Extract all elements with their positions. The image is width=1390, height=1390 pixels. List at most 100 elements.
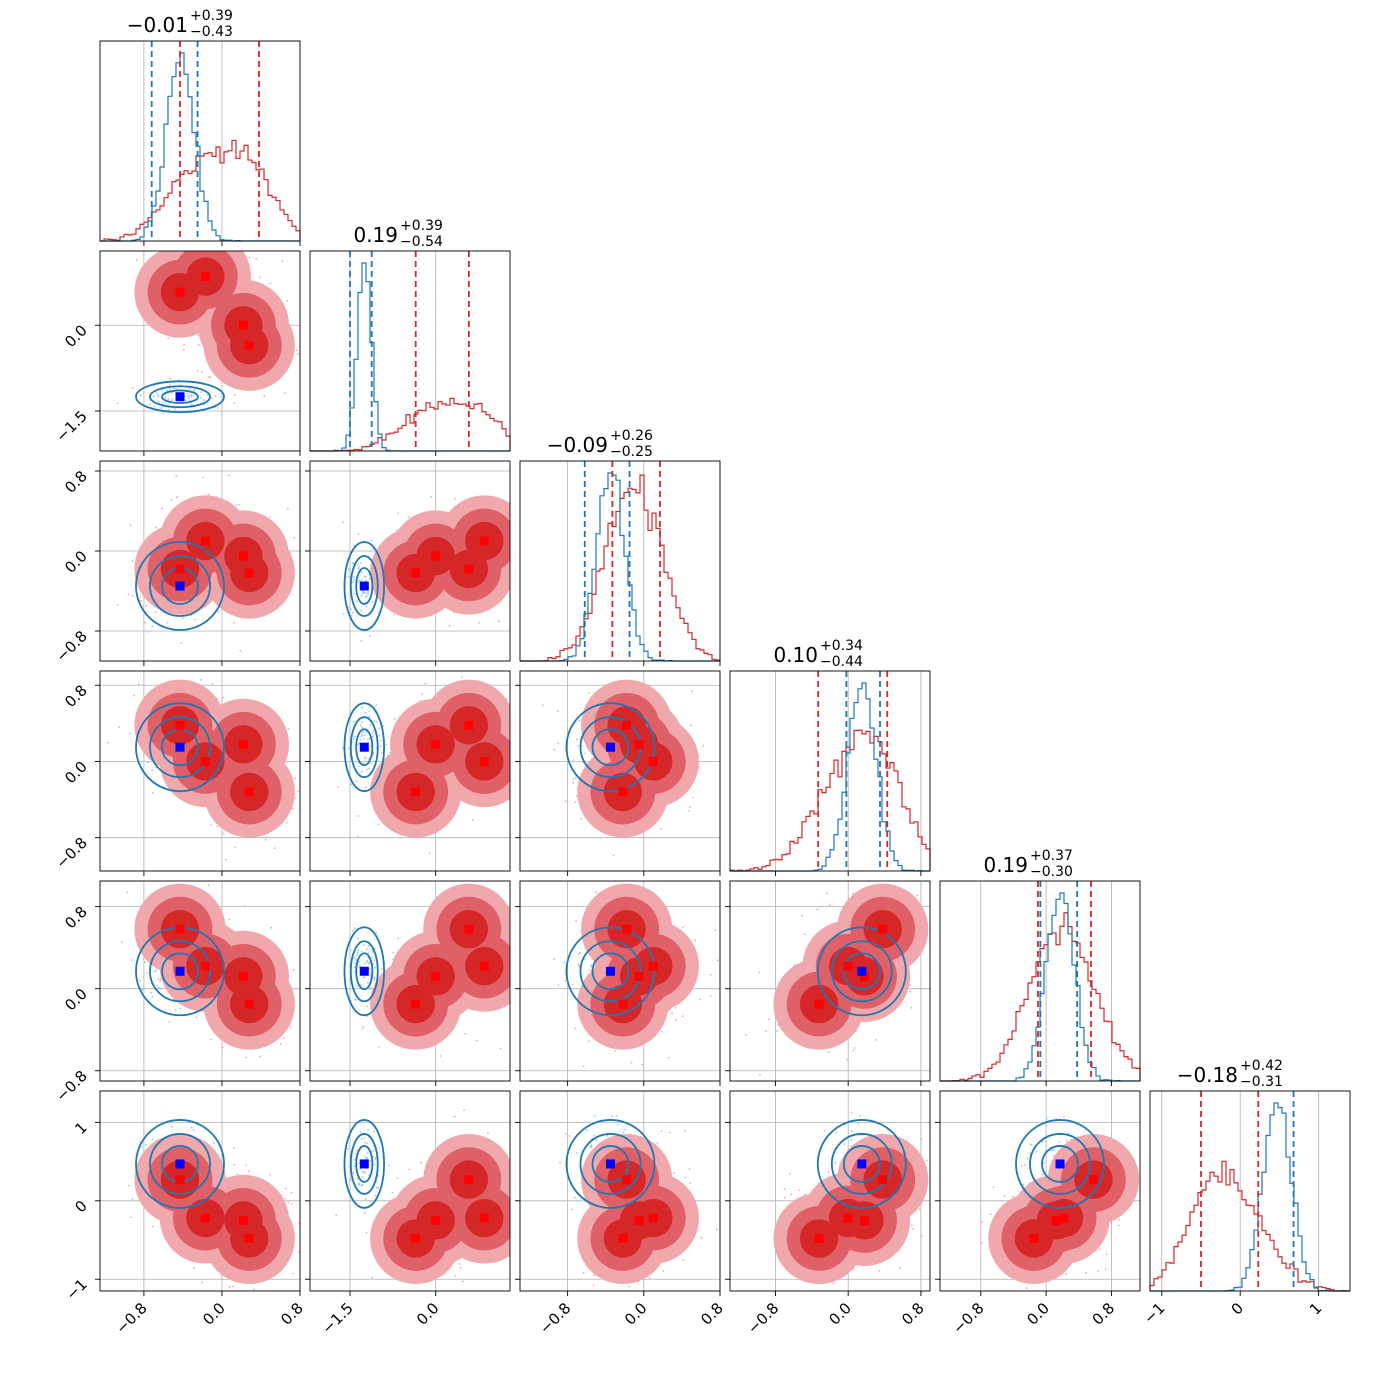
contour-panel-5-1: −1.5 0.0 [305,1090,511,1338]
sample-point [475,1039,478,1042]
sample-point [373,959,376,962]
sample-point [201,1281,203,1284]
sample-point [175,475,178,477]
sample-point [522,1002,524,1004]
sample-point [353,956,355,959]
blue-histogram [100,52,300,242]
sample-point [580,817,582,820]
sample-point [684,1176,687,1179]
sample-point [688,1168,691,1170]
red-marker [622,720,632,730]
sample-point [239,1325,241,1327]
sample-point [372,951,374,953]
sample-point [377,611,380,614]
sample-point [368,961,371,964]
sample-point [355,780,358,783]
sample-point [369,975,372,977]
sample-point [151,1138,154,1141]
sample-point [720,1177,722,1179]
sample-point [371,601,373,603]
sample-point [160,407,163,410]
sample-point [353,1158,356,1161]
sample-point [764,1030,767,1033]
sample-point [367,592,370,595]
red-marker [431,1215,441,1225]
sample-point [269,515,271,518]
sample-point [590,965,593,968]
sample-point [700,1236,703,1239]
sample-point [290,1191,293,1194]
sample-point [198,344,200,346]
blue-contour [591,952,630,991]
sample-point [232,1285,235,1288]
sample-point [291,807,294,810]
sample-point [363,962,366,965]
sample-point [514,517,516,519]
sample-point [307,778,309,780]
red-histogram [940,912,1141,1082]
red-marker [175,564,185,574]
sample-point [454,1274,457,1277]
sample-point [783,1187,786,1190]
sample-point [361,706,363,709]
sample-point [352,929,354,932]
sample-point [358,565,360,568]
sample-point [194,618,196,621]
sample-point [283,392,286,394]
sample-point [308,562,310,564]
sample-point [648,1276,651,1279]
sample-point [448,625,451,627]
sample-point [673,1171,676,1174]
sample-point [365,1231,368,1234]
sample-point [510,945,512,947]
sample-point [230,661,232,663]
y-tick-label: −0.8 [52,627,90,665]
sample-point [457,841,459,843]
sample-point [232,1147,235,1150]
sample-point [177,378,180,381]
sample-point [363,734,366,737]
sample-point [368,767,370,770]
sample-point [575,795,578,797]
sample-point [372,1149,375,1152]
sample-point [302,734,304,736]
y-tick-label: 0.8 [61,903,91,933]
panel-title-value: −0.09 [547,433,608,457]
sample-point [459,1266,462,1269]
blue-contour [842,952,881,991]
sample-point [370,539,373,542]
sample-point [359,724,362,727]
sample-point [593,1134,596,1137]
sample-point [559,1161,561,1164]
sample-point [362,731,364,733]
sample-point [347,568,350,570]
sample-point [461,676,464,679]
sample-point [190,394,193,396]
sample-point [366,739,369,741]
red-marker [200,961,210,971]
sample-point [361,1170,364,1173]
sample-point [202,399,205,401]
panel-frame [309,460,511,662]
red-marker [244,999,254,1009]
sample-point [139,979,141,982]
sample-point [361,721,364,724]
sample-point [306,1015,308,1017]
sample-point [850,1138,853,1141]
panel-frame [309,1090,511,1292]
sample-point [582,1271,585,1274]
panel-frame [99,40,301,242]
panel-frame [519,880,721,1082]
sample-point [1148,1182,1150,1184]
sample-point [193,1266,196,1269]
sample-point [515,515,517,517]
sample-point [258,276,261,279]
sample-point [356,600,359,603]
sample-point [167,398,170,401]
sample-point [932,916,934,918]
sample-point [359,1168,362,1171]
red-marker [464,720,474,730]
y-tick-label: −1.5 [52,407,90,445]
sample-point [360,950,363,953]
